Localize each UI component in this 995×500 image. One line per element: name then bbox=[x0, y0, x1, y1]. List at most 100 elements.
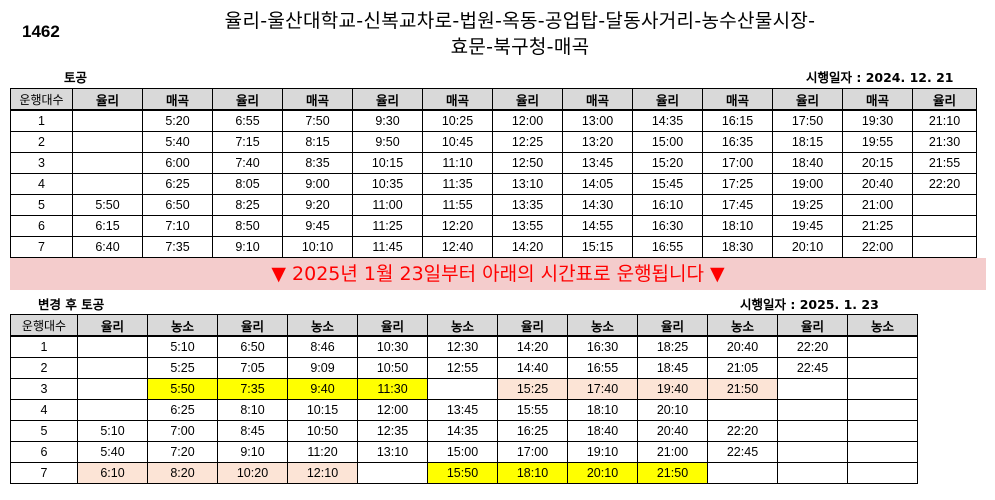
top-section-label: 토공 bbox=[64, 70, 88, 85]
top-time-cell: 12:50 bbox=[492, 152, 563, 174]
top-time-cell: 19:45 bbox=[772, 215, 843, 237]
top-header-cell: 율리 bbox=[352, 88, 423, 111]
bottom-time-cell: 7:35 bbox=[217, 378, 288, 400]
bottom-header-row: 운행대수 율리 농소 율리 농소 율리 농소 율리 농소 율리 농소 율리 농소 bbox=[10, 314, 918, 337]
route-number: 1462 bbox=[22, 22, 60, 41]
top-time-cell: 6:00 bbox=[142, 152, 213, 174]
bottom-vehicle-number: 4 bbox=[10, 399, 78, 421]
top-vehicle-number: 7 bbox=[10, 236, 73, 258]
bottom-header-cell: 농소 bbox=[567, 314, 638, 337]
bottom-header-cell: 농소 bbox=[847, 314, 918, 337]
top-time-cell: 6:25 bbox=[142, 173, 213, 195]
bottom-effective-date: 시행일자 : 2025. 1. 23 bbox=[740, 297, 879, 312]
bottom-time-cell: 16:25 bbox=[497, 420, 568, 442]
bottom-time-cell: 20:40 bbox=[707, 335, 778, 358]
bottom-time-cell: 5:10 bbox=[147, 335, 218, 358]
top-timetable: 운행대수 율리 매곡 율리 매곡 율리 매곡 율리 매곡 율리 매곡 율리 매곡 율리 1 5:20 6:55 7… bbox=[10, 88, 977, 258]
top-header-cell: 율리 bbox=[212, 88, 283, 111]
top-time-cell: 13:10 bbox=[492, 173, 563, 195]
top-time-cell: 9:10 bbox=[212, 236, 283, 258]
bottom-time-cell bbox=[777, 378, 848, 400]
bottom-time-cell: 7:00 bbox=[147, 420, 218, 442]
top-time-cell: 21:10 bbox=[912, 109, 977, 132]
bottom-time-cell: 21:50 bbox=[707, 378, 778, 400]
bottom-time-cell: 10:30 bbox=[357, 335, 428, 358]
bottom-time-cell bbox=[777, 420, 848, 442]
bottom-time-cell: 20:10 bbox=[567, 462, 638, 484]
bottom-vehicle-number: 1 bbox=[10, 335, 78, 358]
top-table-row: 1 5:20 6:55 7:50 9:30 10:25 12:00 13:00 14:35 16:… bbox=[10, 109, 977, 132]
top-time-cell: 6:50 bbox=[142, 194, 213, 216]
bottom-time-cell: 9:40 bbox=[287, 378, 358, 400]
top-table-row: 4 6:25 8:05 9:00 10:35 11:35 13:10 14:05 15:45 17… bbox=[10, 173, 977, 195]
top-time-cell: 9:45 bbox=[282, 215, 353, 237]
top-header-cell: 율리 bbox=[72, 88, 143, 111]
bottom-time-cell: 21:50 bbox=[637, 462, 708, 484]
top-time-cell: 10:25 bbox=[422, 109, 493, 132]
bottom-time-cell bbox=[847, 462, 918, 484]
bottom-header-cell: 운행대수 bbox=[10, 314, 78, 337]
bottom-time-cell bbox=[77, 399, 148, 421]
top-time-cell: 18:30 bbox=[702, 236, 773, 258]
bottom-time-cell: 11:20 bbox=[287, 441, 358, 463]
top-time-cell: 14:20 bbox=[492, 236, 563, 258]
top-time-cell bbox=[72, 109, 143, 132]
top-time-cell: 5:50 bbox=[72, 194, 143, 216]
top-time-cell: 7:15 bbox=[212, 131, 283, 153]
bottom-time-cell bbox=[777, 399, 848, 421]
top-time-cell: 8:05 bbox=[212, 173, 283, 195]
bottom-time-cell: 10:50 bbox=[287, 420, 358, 442]
top-time-cell: 9:00 bbox=[282, 173, 353, 195]
bottom-time-cell bbox=[847, 357, 918, 379]
top-table-row: 7 6:40 7:35 9:10 10:10 11:45 12:40 14:20 15:15 16… bbox=[10, 236, 977, 258]
top-time-cell: 20:15 bbox=[842, 152, 913, 174]
top-time-cell: 18:10 bbox=[702, 215, 773, 237]
bottom-time-cell: 13:10 bbox=[357, 441, 428, 463]
top-time-cell: 13:35 bbox=[492, 194, 563, 216]
bottom-timetable: 운행대수 율리 농소 율리 농소 율리 농소 율리 농소 율리 농소 율리 농소 1 5:10 6:50 8:4… bbox=[10, 314, 918, 484]
bottom-time-cell: 14:35 bbox=[427, 420, 498, 442]
top-time-cell: 7:10 bbox=[142, 215, 213, 237]
bottom-time-cell: 16:55 bbox=[567, 357, 638, 379]
bottom-header-cell: 율리 bbox=[777, 314, 848, 337]
top-header-row: 운행대수 율리 매곡 율리 매곡 율리 매곡 율리 매곡 율리 매곡 율리 매곡 율리 bbox=[10, 88, 977, 111]
top-time-cell: 16:35 bbox=[702, 131, 773, 153]
top-time-cell: 19:55 bbox=[842, 131, 913, 153]
top-time-cell: 12:25 bbox=[492, 131, 563, 153]
top-time-cell bbox=[72, 131, 143, 153]
top-header-cell: 매곡 bbox=[142, 88, 213, 111]
bottom-time-cell bbox=[357, 462, 428, 484]
top-time-cell: 7:40 bbox=[212, 152, 283, 174]
route-title: 율리-울산대학교-신복교차로-법원-옥동-공업탑-달동사거리-농수산물시장- 효… bbox=[160, 8, 880, 60]
bottom-time-cell: 13:45 bbox=[427, 399, 498, 421]
bottom-section-label: 변경 후 토공 bbox=[38, 297, 105, 312]
top-time-cell: 6:40 bbox=[72, 236, 143, 258]
bottom-header-cell: 율리 bbox=[497, 314, 568, 337]
bottom-time-cell: 11:30 bbox=[357, 378, 428, 400]
bottom-vehicle-number: 6 bbox=[10, 441, 78, 463]
top-time-cell: 19:00 bbox=[772, 173, 843, 195]
bottom-time-cell: 6:50 bbox=[217, 335, 288, 358]
top-time-cell: 10:35 bbox=[352, 173, 423, 195]
schedule-change-banner: ▼ 2025년 1월 23일부터 아래의 시간표로 운행됩니다 ▼ bbox=[10, 258, 986, 290]
bottom-table-row: 2 5:25 7:05 9:09 10:50 12:55 14:40 16:55 18:45 21… bbox=[10, 357, 918, 379]
bottom-time-cell bbox=[77, 335, 148, 358]
bottom-time-cell: 19:40 bbox=[637, 378, 708, 400]
top-time-cell: 10:45 bbox=[422, 131, 493, 153]
bottom-time-cell bbox=[847, 378, 918, 400]
top-time-cell: 15:45 bbox=[632, 173, 703, 195]
top-header-cell: 율리 bbox=[632, 88, 703, 111]
top-header-cell: 율리 bbox=[912, 88, 977, 111]
bottom-vehicle-number: 5 bbox=[10, 420, 78, 442]
bottom-header-cell: 농소 bbox=[707, 314, 778, 337]
bottom-time-cell: 7:20 bbox=[147, 441, 218, 463]
top-time-cell: 7:50 bbox=[282, 109, 353, 132]
top-header-cell: 매곡 bbox=[842, 88, 913, 111]
top-time-cell bbox=[912, 236, 977, 258]
top-time-cell: 14:35 bbox=[632, 109, 703, 132]
top-time-cell: 12:20 bbox=[422, 215, 493, 237]
top-time-cell: 6:55 bbox=[212, 109, 283, 132]
bottom-time-cell: 18:10 bbox=[497, 462, 568, 484]
top-time-cell: 19:25 bbox=[772, 194, 843, 216]
top-time-cell: 13:45 bbox=[562, 152, 633, 174]
